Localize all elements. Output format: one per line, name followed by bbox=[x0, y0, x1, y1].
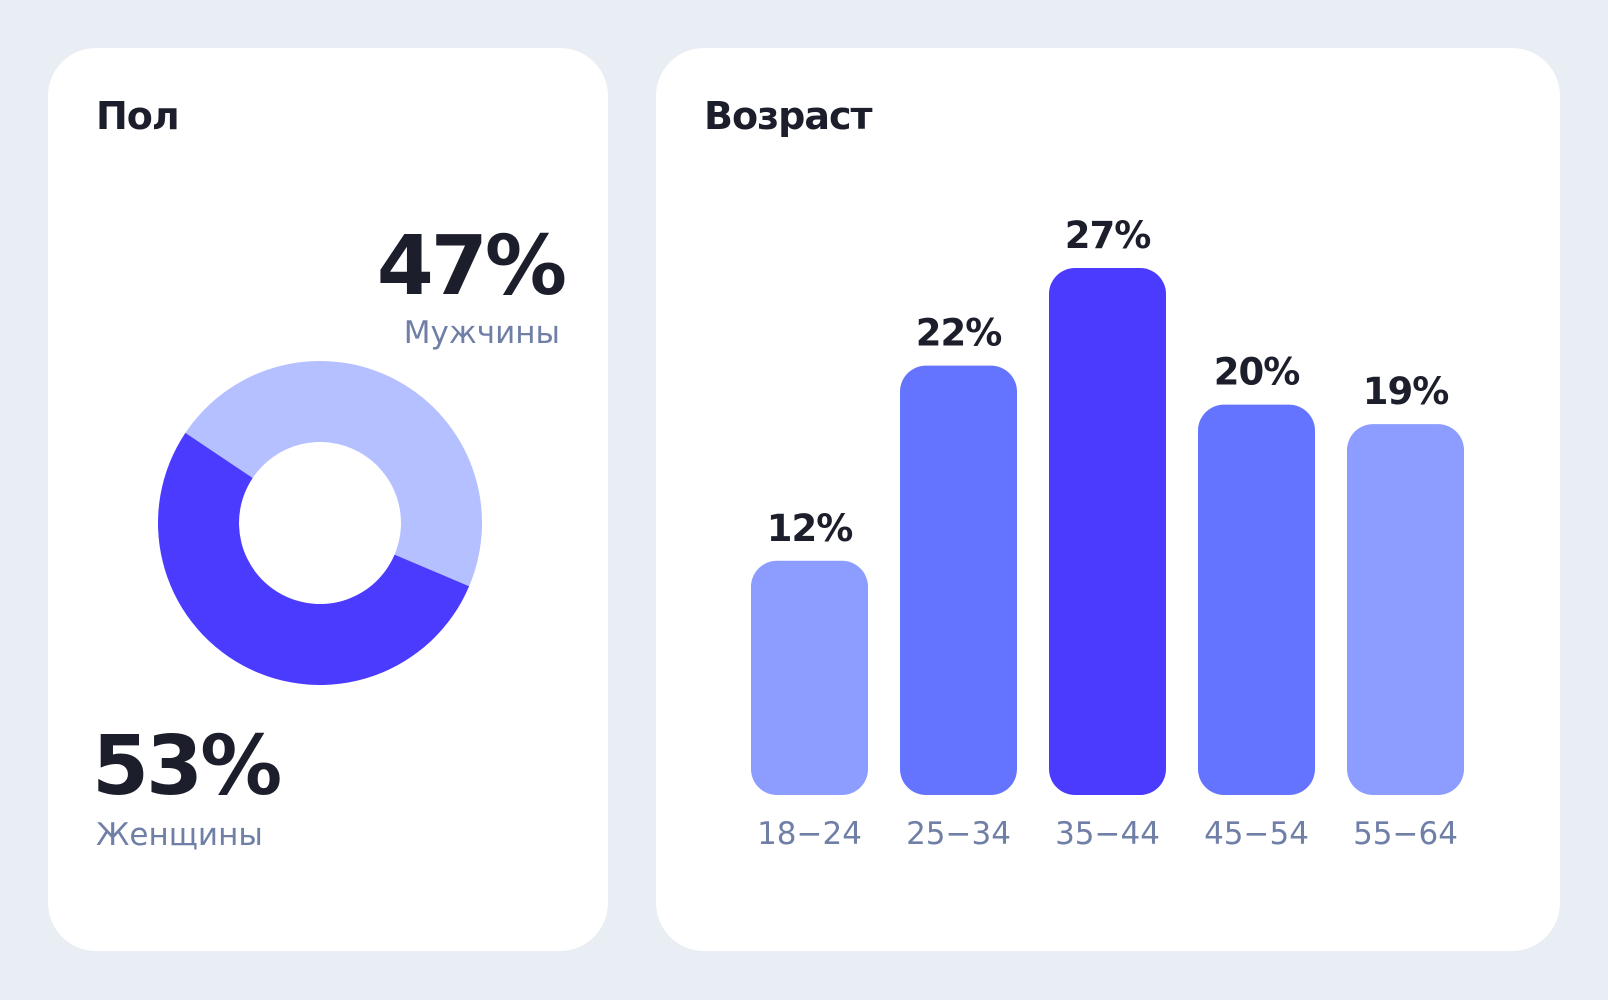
gender-donut-chart bbox=[158, 360, 483, 685]
age-bar-category-label: 55−64 bbox=[1353, 816, 1458, 852]
donut-slice-women bbox=[158, 432, 470, 685]
age-bar-55−64 bbox=[1347, 424, 1464, 795]
gender-card: Пол 47% Мужчины 53% Женщины bbox=[48, 48, 608, 951]
age-bar-25−34 bbox=[900, 365, 1017, 795]
age-bar-value-label: 20% bbox=[1214, 351, 1300, 394]
men-label: Мужчины bbox=[403, 315, 560, 351]
age-bar-value-label: 27% bbox=[1065, 214, 1151, 257]
women-label: Женщины bbox=[96, 817, 263, 853]
age-bar-category-label: 25−34 bbox=[906, 816, 1011, 852]
age-card: Возраст 12% 18−24 22% 25−34 27% 35−44 20% 45−54… bbox=[656, 48, 1560, 951]
age-bar-category-label: 45−54 bbox=[1204, 816, 1309, 852]
age-bar-value-label: 19% bbox=[1363, 370, 1449, 413]
donut-slice-men bbox=[185, 360, 483, 587]
age-bar-value-label: 12% bbox=[767, 507, 853, 550]
age-bar-category-label: 18−24 bbox=[757, 816, 862, 852]
men-percent: 47% bbox=[376, 219, 567, 314]
age-bar-18−24 bbox=[751, 560, 868, 795]
gender-title: Пол bbox=[96, 94, 180, 138]
age-bar-35−44 bbox=[1049, 268, 1166, 795]
women-percent: 53% bbox=[92, 719, 282, 814]
age-bar-value-label: 22% bbox=[916, 312, 1002, 355]
age-title: Возраст bbox=[704, 94, 873, 138]
age-bar-category-label: 35−44 bbox=[1055, 816, 1160, 852]
age-bar-chart: 12% 18−24 22% 25−34 27% 35−44 20% 45−54 19% 55−64 bbox=[751, 214, 1464, 852]
age-bar-45−54 bbox=[1198, 404, 1315, 795]
